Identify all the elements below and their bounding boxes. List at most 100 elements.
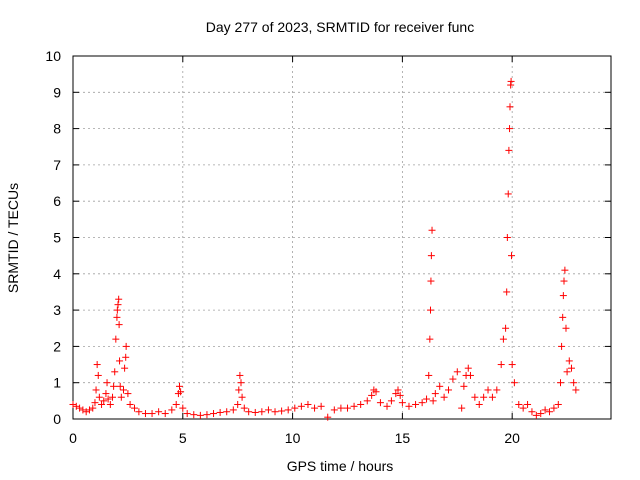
data-point bbox=[82, 408, 90, 416]
data-point bbox=[116, 357, 124, 365]
data-point bbox=[570, 379, 578, 387]
data-point bbox=[508, 252, 516, 260]
data-point bbox=[394, 386, 402, 394]
data-point bbox=[113, 306, 121, 314]
data-point bbox=[429, 397, 437, 405]
data-point bbox=[558, 342, 566, 350]
y-tick-label: 0 bbox=[53, 411, 61, 427]
data-point bbox=[284, 406, 292, 414]
data-point bbox=[546, 408, 554, 416]
data-point bbox=[506, 103, 514, 111]
data-point bbox=[177, 388, 185, 396]
data-point bbox=[427, 252, 435, 260]
data-point bbox=[519, 404, 527, 412]
data-point bbox=[210, 410, 218, 418]
y-tick-label: 2 bbox=[53, 338, 61, 354]
data-point bbox=[85, 406, 93, 414]
data-point bbox=[141, 410, 149, 418]
data-point bbox=[562, 324, 570, 332]
data-point bbox=[376, 399, 384, 407]
data-point bbox=[264, 406, 272, 414]
data-point bbox=[484, 386, 492, 394]
y-tick-label: 3 bbox=[53, 302, 61, 318]
data-point bbox=[541, 406, 549, 414]
data-point bbox=[190, 411, 198, 419]
y-tick-label: 4 bbox=[53, 266, 61, 282]
data-point bbox=[398, 399, 406, 407]
data-point bbox=[106, 400, 114, 408]
data-point bbox=[72, 402, 80, 410]
data-point bbox=[503, 234, 511, 241]
data-point bbox=[554, 400, 562, 408]
ticks-layer: 0 5 10 15 20 0 1 2 3 4 5 6 7 8 9 10 bbox=[45, 48, 611, 446]
data-point bbox=[122, 353, 130, 361]
data-point bbox=[502, 324, 510, 332]
data-point bbox=[493, 386, 501, 394]
data-point bbox=[223, 408, 231, 416]
data-point bbox=[515, 400, 523, 408]
data-point bbox=[183, 410, 191, 418]
data-point bbox=[499, 335, 507, 343]
data-point bbox=[124, 390, 132, 398]
y-tick-label: 7 bbox=[53, 157, 61, 173]
data-point bbox=[350, 402, 358, 410]
data-point bbox=[155, 408, 163, 416]
data-point bbox=[229, 406, 237, 414]
data-point bbox=[572, 386, 580, 394]
data-point bbox=[556, 379, 564, 387]
data-point bbox=[135, 408, 143, 416]
data-point bbox=[507, 77, 515, 85]
x-tick-label: 15 bbox=[395, 430, 411, 446]
data-point bbox=[330, 406, 338, 414]
data-point bbox=[383, 402, 391, 410]
data-point bbox=[110, 382, 118, 390]
data-point bbox=[76, 404, 84, 412]
data-point bbox=[503, 288, 511, 296]
x-tick-label: 0 bbox=[69, 430, 77, 446]
data-point bbox=[405, 402, 413, 410]
x-tick-label: 5 bbox=[179, 430, 187, 446]
data-point bbox=[235, 386, 243, 394]
data-point bbox=[115, 321, 123, 329]
data-point bbox=[121, 364, 129, 372]
points-layer bbox=[69, 77, 580, 421]
data-point bbox=[317, 402, 325, 410]
data-point bbox=[412, 400, 420, 408]
data-point bbox=[120, 386, 128, 394]
data-point bbox=[304, 400, 312, 408]
data-point bbox=[234, 400, 242, 408]
data-point bbox=[161, 410, 169, 418]
data-point bbox=[203, 411, 211, 419]
data-point bbox=[508, 361, 516, 369]
y-tick-label: 10 bbox=[45, 48, 61, 64]
y-axis-label: SRMTID / TECUs bbox=[5, 183, 21, 293]
data-point bbox=[524, 400, 532, 408]
data-point bbox=[418, 399, 426, 407]
data-point bbox=[115, 295, 123, 303]
data-point bbox=[291, 404, 299, 412]
data-point bbox=[445, 386, 453, 394]
chart-title: Day 277 of 2023, SRMTID for receiver fun… bbox=[206, 19, 474, 35]
data-point bbox=[311, 404, 319, 412]
data-point bbox=[100, 397, 108, 405]
data-point bbox=[561, 266, 569, 274]
data-point bbox=[560, 277, 568, 285]
data-point bbox=[425, 371, 433, 379]
data-point bbox=[363, 397, 371, 405]
data-point bbox=[94, 371, 102, 379]
data-point bbox=[251, 408, 259, 416]
data-point bbox=[104, 395, 112, 403]
data-point bbox=[148, 410, 156, 418]
data-point bbox=[368, 391, 376, 399]
data-point bbox=[91, 399, 99, 407]
data-point bbox=[122, 342, 130, 350]
data-point bbox=[426, 306, 434, 314]
data-point bbox=[216, 408, 224, 416]
data-point bbox=[471, 393, 479, 401]
data-point bbox=[236, 371, 244, 379]
data-point bbox=[497, 361, 505, 369]
data-point bbox=[428, 226, 436, 234]
data-point bbox=[79, 406, 87, 414]
data-point bbox=[112, 335, 120, 343]
